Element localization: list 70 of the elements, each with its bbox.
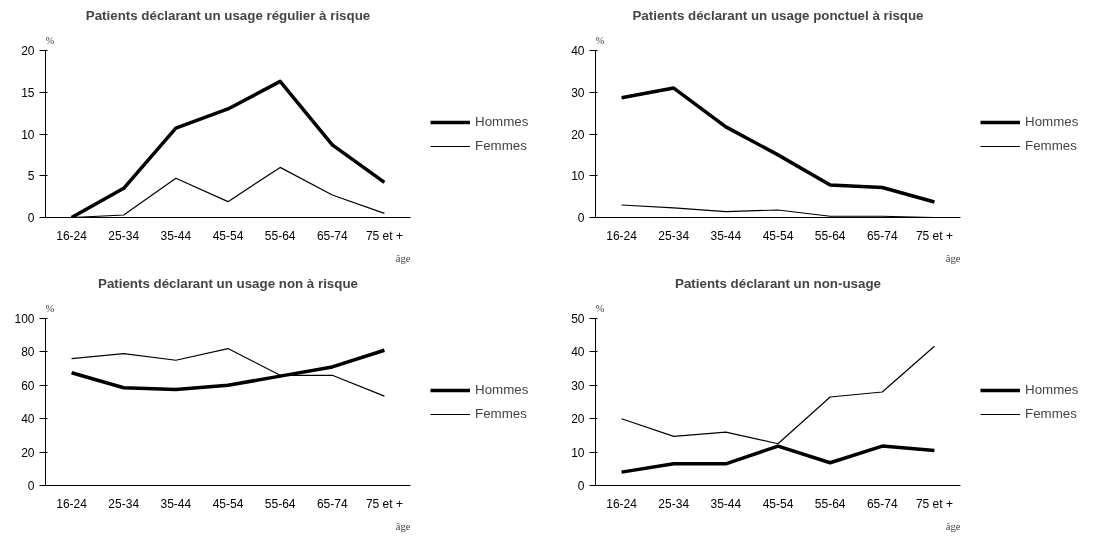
x-tick-label: 65-74 — [316, 496, 348, 511]
y-tick-label: 60 — [21, 378, 35, 393]
x-tick-label: 35-44 — [710, 228, 742, 243]
y-tick-label: 0 — [27, 211, 35, 225]
x-tick-label: 25-34 — [658, 496, 690, 511]
y-tick-label: 5 — [27, 169, 35, 184]
x-tick-label: 35-44 — [160, 496, 192, 511]
y-tick-label: 0 — [27, 479, 35, 493]
y-tick-label: 20 — [21, 44, 35, 58]
y-tick-label: 100 — [14, 312, 35, 326]
x-tick-label: 75 et + — [365, 228, 403, 243]
y-tick-label: 30 — [571, 378, 585, 393]
y-tick-label: 20 — [571, 127, 585, 142]
legend-label: Femmes — [475, 406, 527, 421]
y-tick-label: 10 — [21, 127, 35, 142]
legend-label: Hommes — [1025, 382, 1079, 397]
y-tick-label: 30 — [571, 85, 585, 100]
y-tick-label: 20 — [21, 445, 35, 460]
x-tick-label: 16-24 — [606, 496, 638, 511]
x-tick-label: 75 et + — [365, 496, 403, 511]
x-tick-label: 65-74 — [866, 496, 898, 511]
x-tick-label: 45-54 — [212, 496, 244, 511]
y-tick-label: 40 — [571, 345, 585, 360]
y-axis-title: % — [45, 302, 55, 314]
x-axis-title: âge — [945, 252, 961, 264]
x-tick-label: 25-34 — [658, 228, 690, 243]
chart-title: Patients déclarant un non-usage — [675, 275, 881, 291]
chart-title: Patients déclarant un usage ponctuel à risque — [632, 7, 924, 23]
legend-label: Hommes — [1025, 114, 1079, 129]
x-tick-label: 16-24 — [606, 228, 638, 243]
y-tick-label: 20 — [571, 412, 585, 427]
x-tick-label: 25-34 — [108, 496, 140, 511]
x-axis-title: âge — [395, 252, 411, 264]
y-tick-label: 0 — [577, 479, 585, 493]
legend-label: Femmes — [475, 138, 527, 153]
x-tick-label: 35-44 — [160, 228, 192, 243]
x-tick-label: 55-64 — [814, 496, 846, 511]
x-tick-label: 45-54 — [762, 228, 794, 243]
x-tick-label: 45-54 — [762, 496, 794, 511]
x-tick-label: 55-64 — [264, 228, 296, 243]
y-tick-label: 10 — [571, 169, 585, 184]
y-axis-title: % — [45, 34, 55, 46]
y-tick-label: 40 — [21, 412, 35, 427]
x-tick-label: 55-64 — [264, 496, 296, 511]
x-tick-label: 55-64 — [814, 228, 846, 243]
legend-label: Femmes — [1025, 406, 1077, 421]
x-tick-label: 75 et + — [915, 496, 953, 511]
legend-label: Femmes — [1025, 138, 1077, 153]
x-tick-label: 45-54 — [212, 228, 244, 243]
y-tick-label: 15 — [21, 85, 35, 100]
y-tick-label: 50 — [571, 312, 585, 326]
x-tick-label: 75 et + — [915, 228, 953, 243]
y-tick-label: 0 — [577, 211, 585, 225]
y-tick-label: 80 — [21, 345, 35, 360]
x-axis-title: âge — [945, 520, 961, 532]
legend-label: Hommes — [475, 114, 529, 129]
y-axis-title: % — [595, 302, 605, 314]
x-tick-label: 16-24 — [56, 228, 88, 243]
y-axis-title: % — [595, 34, 605, 46]
chart-title: Patients déclarant un usage régulier à risque — [85, 7, 371, 23]
y-tick-label: 10 — [571, 445, 585, 460]
x-tick-label: 16-24 — [56, 496, 88, 511]
x-tick-label: 35-44 — [710, 496, 742, 511]
x-tick-label: 25-34 — [108, 228, 140, 243]
chart-title: Patients déclarant un usage non à risque — [98, 275, 358, 291]
legend-label: Hommes — [475, 382, 529, 397]
y-tick-label: 40 — [571, 44, 585, 58]
x-tick-label: 65-74 — [316, 228, 348, 243]
x-tick-label: 65-74 — [866, 228, 898, 243]
x-axis-title: âge — [395, 520, 411, 532]
